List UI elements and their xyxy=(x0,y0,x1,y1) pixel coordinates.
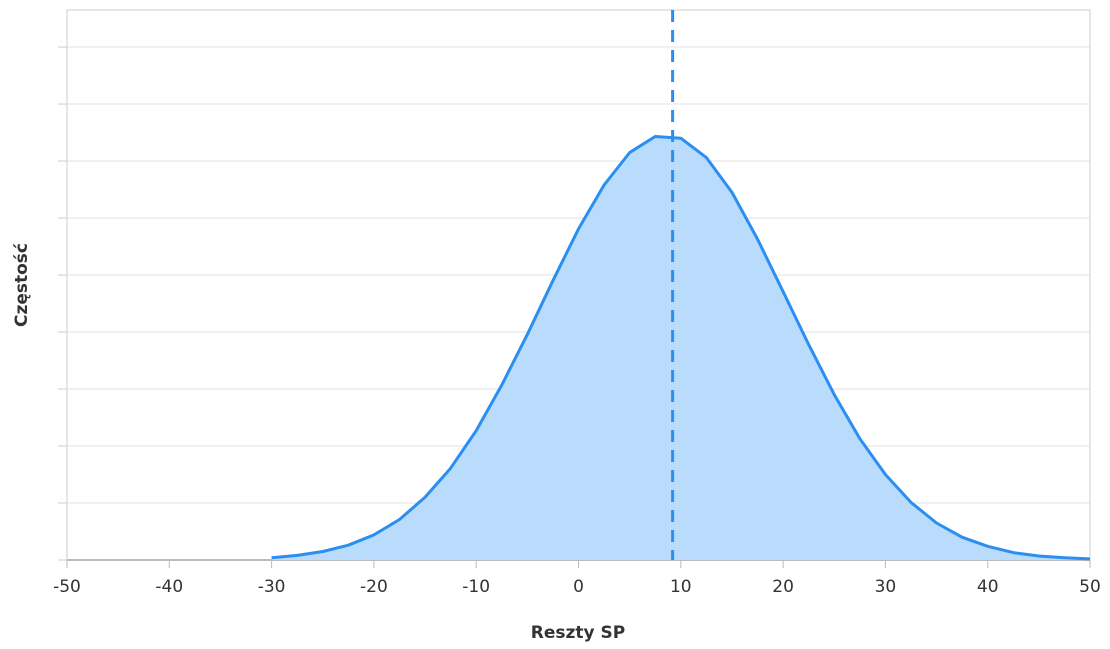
x-tick-label: 40 xyxy=(977,577,999,597)
x-axis-label: Reszty SP xyxy=(531,623,625,643)
area-line xyxy=(271,135,1091,561)
x-tick-label: 30 xyxy=(875,577,897,597)
x-tick-label: -10 xyxy=(462,577,490,597)
x-tick-label: -50 xyxy=(53,577,81,597)
area-fill xyxy=(271,136,1091,560)
x-tick-label: -30 xyxy=(258,577,286,597)
x-tick-label: 0 xyxy=(573,577,584,597)
x-tick-label: 10 xyxy=(670,577,692,597)
x-tick-label: -40 xyxy=(155,577,183,597)
x-tick-label: 50 xyxy=(1079,577,1101,597)
x-tick-label: 20 xyxy=(772,577,794,597)
x-tick-label: -20 xyxy=(360,577,388,597)
y-axis-label: Częstość xyxy=(12,243,32,327)
